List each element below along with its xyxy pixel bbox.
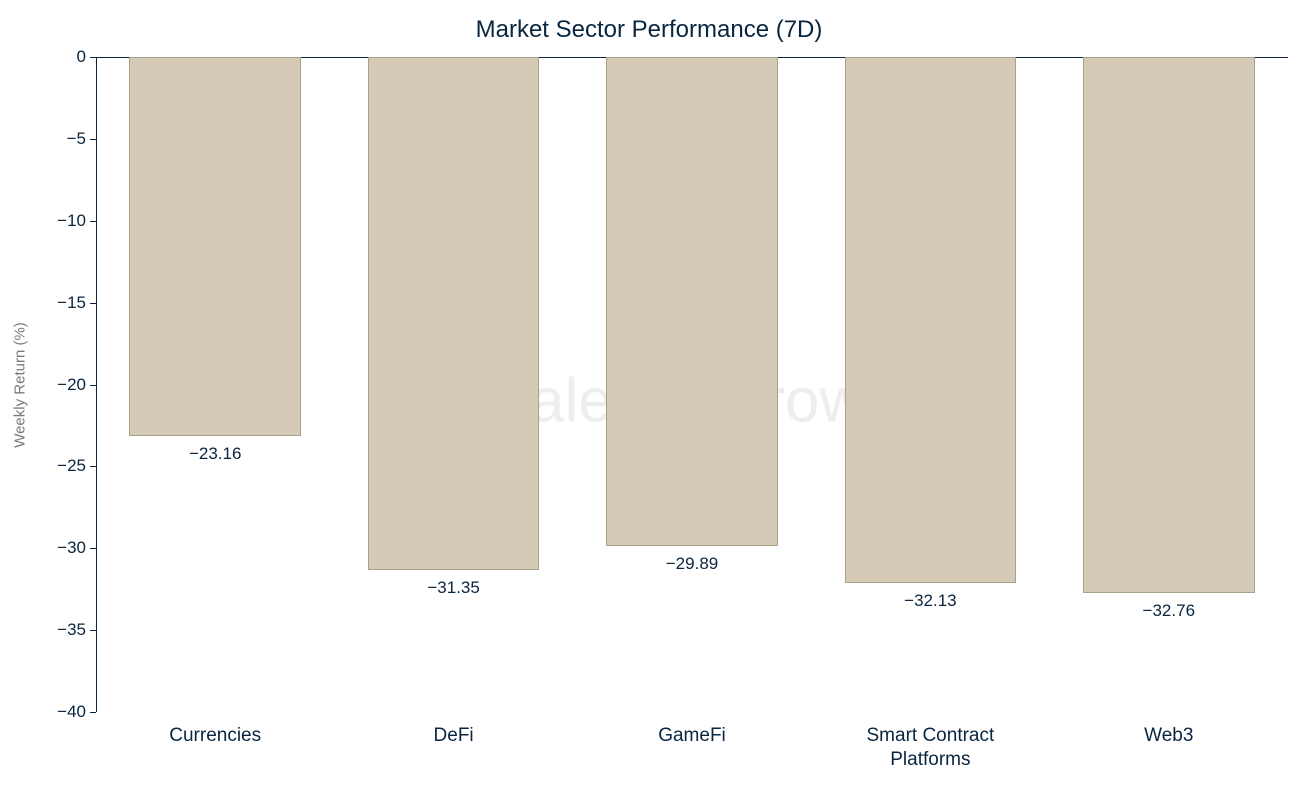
x-category-label: Web3 (1144, 724, 1193, 748)
bar-value-label: −31.35 (427, 578, 479, 598)
x-category-label: GameFi (658, 724, 726, 748)
x-category-label: Smart Contract Platforms (867, 724, 995, 772)
bar (606, 57, 778, 546)
chart-title: Market Sector Performance (7D) (0, 16, 1298, 44)
y-tick-label: −15 (57, 293, 96, 313)
y-axis-line (96, 57, 97, 712)
bar (1083, 57, 1255, 593)
y-tick-label: −25 (57, 456, 96, 476)
y-tick-label: −30 (57, 538, 96, 558)
y-tick-label: −40 (57, 702, 96, 722)
x-category-label: Currencies (169, 724, 261, 748)
y-tick-label: −20 (57, 375, 96, 395)
y-tick-label: −5 (67, 129, 96, 149)
x-category-label: DeFi (434, 724, 474, 748)
y-tick-label: −10 (57, 211, 96, 231)
bar (129, 57, 301, 436)
y-tick-label: 0 (77, 47, 96, 67)
plot-area: Caleb & Brown −40−35−30−25−20−15−10−50−2… (96, 57, 1288, 712)
bar (368, 57, 540, 570)
bar-value-label: −32.13 (904, 591, 956, 611)
bar (845, 57, 1017, 583)
y-tick-label: −35 (57, 620, 96, 640)
bar-value-label: −32.76 (1143, 601, 1195, 621)
y-axis-label: Weekly Return (%) (12, 322, 29, 448)
chart-container: Market Sector Performance (7D) Caleb & B… (0, 0, 1298, 792)
bar-value-label: −23.16 (189, 444, 241, 464)
bar-value-label: −29.89 (666, 554, 718, 574)
